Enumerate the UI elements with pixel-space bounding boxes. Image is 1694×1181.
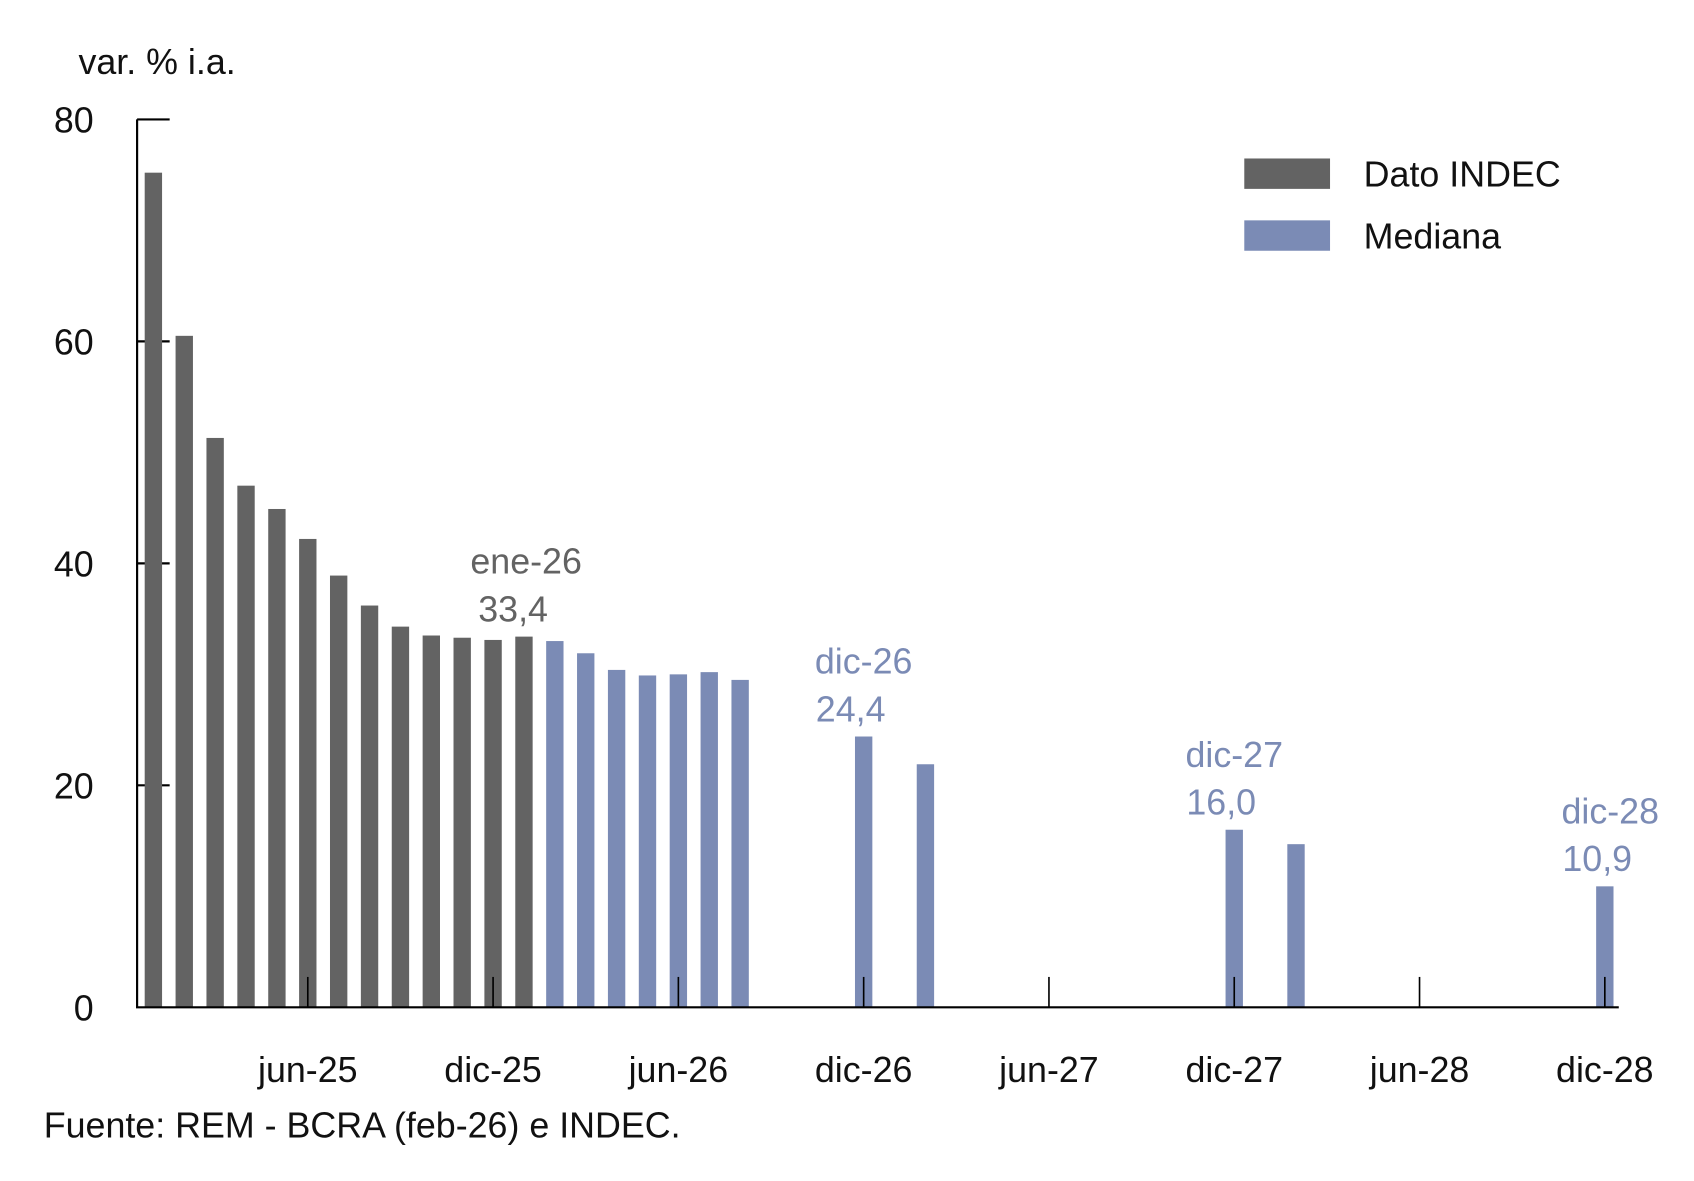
annotation-value: 16,0 <box>1186 783 1256 823</box>
x-tick-label: dic-25 <box>444 1050 542 1090</box>
bar-may-26 <box>638 675 657 1008</box>
y-tick-label: 40 <box>54 544 94 584</box>
bar-dic-27 <box>1225 829 1243 1008</box>
bar-dic-26 <box>854 736 873 1008</box>
legend-swatch-dato-indec <box>1244 158 1331 189</box>
x-tick-label: dic-27 <box>1185 1050 1283 1090</box>
y-tick-label: 80 <box>54 100 94 140</box>
x-tick-label: dic-28 <box>1556 1050 1654 1090</box>
bars <box>144 172 1614 1008</box>
annotation-value: 10,9 <box>1562 839 1632 879</box>
bar-sep-25 <box>391 626 410 1008</box>
x-axis: jun-25 dic-25 jun-26 dic-26 jun-27 dic-27 jun-… <box>136 976 1654 1090</box>
legend-label-mediana: Mediana <box>1364 217 1501 257</box>
bar-ene-26 <box>515 636 533 1008</box>
annotation-date: dic-26 <box>815 642 913 682</box>
bar-jul-25 <box>329 575 348 1008</box>
bar-feb-26 <box>546 641 564 1008</box>
x-tick-label: jun-28 <box>1369 1050 1470 1090</box>
bar-feb-28 <box>1287 844 1305 1008</box>
annotation-date: dic-27 <box>1185 735 1283 775</box>
source-note: Fuente: REM - BCRA (feb-26) e INDEC. <box>44 1106 681 1146</box>
bar-ene-25 <box>144 172 163 1008</box>
annotation-date: ene-26 <box>470 542 582 582</box>
x-tick-label: jun-27 <box>998 1050 1099 1090</box>
bar-ago-26 <box>731 679 749 1008</box>
y-axis-label: var. % i.a. <box>78 42 235 82</box>
y-tick-label: 60 <box>54 322 94 362</box>
bar-mar-25 <box>206 437 224 1008</box>
bar-dic-28 <box>1596 886 1614 1008</box>
legend: Dato INDEC Mediana <box>1244 155 1561 257</box>
annotation-value: 24,4 <box>816 689 886 729</box>
bar-nov-25 <box>453 637 471 1008</box>
bar-feb-25 <box>175 335 193 1008</box>
annotation-value: 33,4 <box>478 589 548 629</box>
bar-abr-25 <box>237 485 255 1008</box>
bar-ago-25 <box>360 605 379 1008</box>
annotation-date: dic-28 <box>1561 791 1659 831</box>
bar-may-25 <box>268 508 286 1008</box>
bar-jul-26 <box>700 672 718 1008</box>
annotations: ene-26 33,4 dic-26 24,4 dic-27 16,0 dic-28 10,9 <box>470 542 1659 879</box>
bar-feb-27 <box>916 764 935 1008</box>
bar-oct-25 <box>422 635 441 1008</box>
bar-dic-25 <box>484 639 502 1008</box>
bar-abr-26 <box>607 669 626 1008</box>
x-tick-label: dic-26 <box>815 1050 913 1090</box>
bar-jun-26 <box>669 674 688 1008</box>
bar-mar-26 <box>577 653 595 1008</box>
y-tick-label: 20 <box>54 766 94 806</box>
bar-jun-25 <box>299 538 317 1008</box>
y-tick-label: 0 <box>74 988 94 1028</box>
x-tick-label: jun-26 <box>628 1050 729 1090</box>
x-tick-label: jun-25 <box>257 1050 358 1090</box>
legend-label-dato-indec: Dato INDEC <box>1364 155 1561 195</box>
legend-swatch-mediana <box>1244 220 1331 251</box>
